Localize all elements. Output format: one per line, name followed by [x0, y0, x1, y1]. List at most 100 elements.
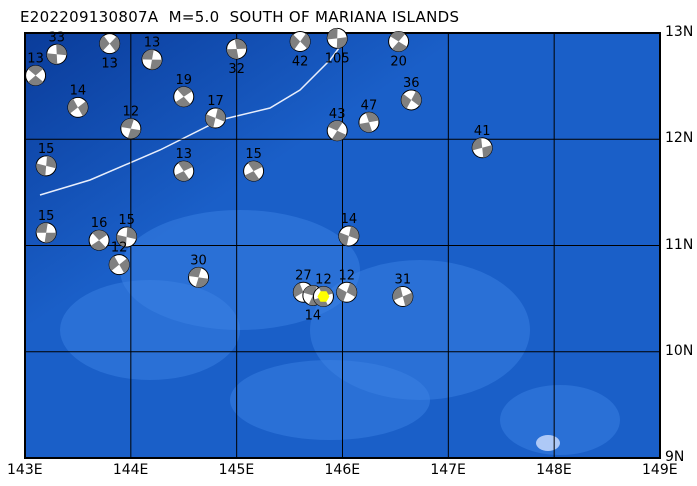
compressional-quadrant [116, 234, 127, 247]
depth-label: 14 [70, 83, 87, 98]
compressional-quadrant [90, 240, 106, 251]
compressional-quadrant [392, 286, 403, 301]
focal-mechanism[interactable] [400, 89, 422, 111]
compressional-quadrant [336, 37, 348, 49]
depth-label: 31 [395, 273, 412, 288]
focal-mechanism[interactable] [67, 96, 89, 118]
compressional-quadrant [331, 130, 347, 141]
focal-mechanism[interactable] [173, 86, 195, 108]
focal-mechanism[interactable] [116, 226, 138, 248]
compressional-quadrant [346, 282, 357, 298]
map-title: E202209130807A M=5.0 SOUTH OF MARIANA IS… [20, 8, 460, 26]
lat-tick-label: 10N [665, 342, 694, 359]
shallow-seafloor [230, 360, 430, 440]
seamount [536, 435, 560, 451]
focal-mechanism[interactable] [108, 254, 130, 276]
depth-label: 36 [403, 76, 420, 91]
depth-label: 14 [305, 308, 322, 323]
compressional-quadrant [482, 145, 493, 158]
focal-mechanism[interactable] [141, 49, 163, 71]
depth-label: 43 [329, 107, 346, 122]
depth-label: 15 [38, 142, 55, 157]
focal-mechanism[interactable] [326, 27, 348, 49]
compressional-quadrant [46, 155, 57, 169]
compressional-quadrant [247, 161, 263, 172]
compressional-quadrant [402, 292, 413, 307]
compressional-quadrant [126, 227, 137, 240]
lon-tick-label: 146E [324, 462, 361, 478]
shallow-seafloor [500, 385, 620, 455]
depth-label: 15 [38, 209, 55, 224]
depth-label: 20 [390, 55, 407, 70]
focal-mechanism[interactable] [188, 266, 210, 288]
focal-mechanism[interactable] [471, 137, 493, 159]
focal-mechanism[interactable] [336, 281, 358, 303]
compressional-quadrant [290, 34, 301, 50]
compressional-quadrant [401, 93, 412, 109]
compressional-quadrant [348, 226, 359, 240]
depth-label: 12 [315, 273, 332, 288]
focal-mechanism[interactable] [35, 155, 57, 177]
compressional-quadrant [392, 41, 408, 52]
compressional-quadrant [328, 120, 343, 131]
focal-mechanism[interactable] [88, 229, 110, 251]
lon-tick-label: 148E [536, 462, 572, 478]
depth-label: 105 [325, 51, 350, 66]
focal-mechanism[interactable] [25, 65, 47, 86]
compressional-quadrant [109, 255, 120, 271]
depth-label: 30 [190, 253, 207, 268]
lat-tick-label: 11N [665, 236, 694, 253]
focal-mechanism[interactable] [392, 286, 414, 307]
lat-tick-label: 13N [665, 24, 694, 40]
depth-label: 41 [474, 124, 491, 139]
compressional-quadrant [44, 232, 57, 243]
depth-label: 33 [48, 30, 65, 45]
compressional-quadrant [67, 98, 78, 114]
compressional-quadrant [36, 222, 48, 233]
compressional-quadrant [234, 38, 247, 49]
depth-label: 16 [91, 216, 108, 231]
compressional-quadrant [336, 287, 347, 302]
compressional-quadrant [150, 59, 162, 70]
compressional-quadrant [99, 35, 110, 51]
depth-label: 12 [111, 241, 128, 256]
depth-label: 13 [175, 147, 192, 162]
compressional-quadrant [226, 48, 239, 59]
lon-tick-label: 149E [642, 462, 678, 478]
focal-mechanism[interactable] [243, 160, 265, 182]
shallow-seafloor [310, 260, 530, 400]
focal-mechanism[interactable] [173, 160, 195, 182]
compressional-quadrant [119, 258, 130, 274]
trench-line [39, 39, 346, 196]
focal-mechanism[interactable] [358, 111, 380, 133]
focal-mechanism[interactable] [326, 120, 348, 142]
focal-mechanism[interactable] [99, 33, 121, 55]
focal-mechanism[interactable] [35, 222, 57, 244]
focal-mechanism[interactable] [205, 107, 226, 129]
lon-tick-label: 147E [430, 462, 466, 478]
focal-mechanism[interactable] [388, 31, 410, 52]
compressional-quadrant [338, 232, 349, 246]
lon-tick-label: 145E [218, 462, 255, 478]
lon-tick-label: 143E [7, 462, 43, 478]
compressional-quadrant [244, 171, 260, 182]
focal-mechanism[interactable] [120, 118, 142, 140]
compressional-quadrant [174, 171, 190, 182]
depth-label: 12 [338, 268, 355, 283]
compressional-quadrant [142, 49, 154, 60]
compressional-quadrant [77, 101, 88, 117]
depth-label: 14 [341, 212, 358, 227]
depth-label: 42 [292, 55, 309, 70]
compressional-quadrant [215, 108, 226, 122]
depth-label: 32 [228, 62, 245, 77]
focal-mechanism[interactable] [46, 43, 68, 65]
focal-mechanism[interactable] [338, 225, 360, 247]
focal-mechanism[interactable] [226, 38, 248, 60]
compressional-quadrant [28, 75, 44, 86]
depth-label: 47 [361, 98, 378, 113]
depth-label: 17 [207, 94, 224, 109]
compressional-quadrant [127, 128, 141, 139]
focal-mechanism[interactable] [289, 31, 311, 52]
